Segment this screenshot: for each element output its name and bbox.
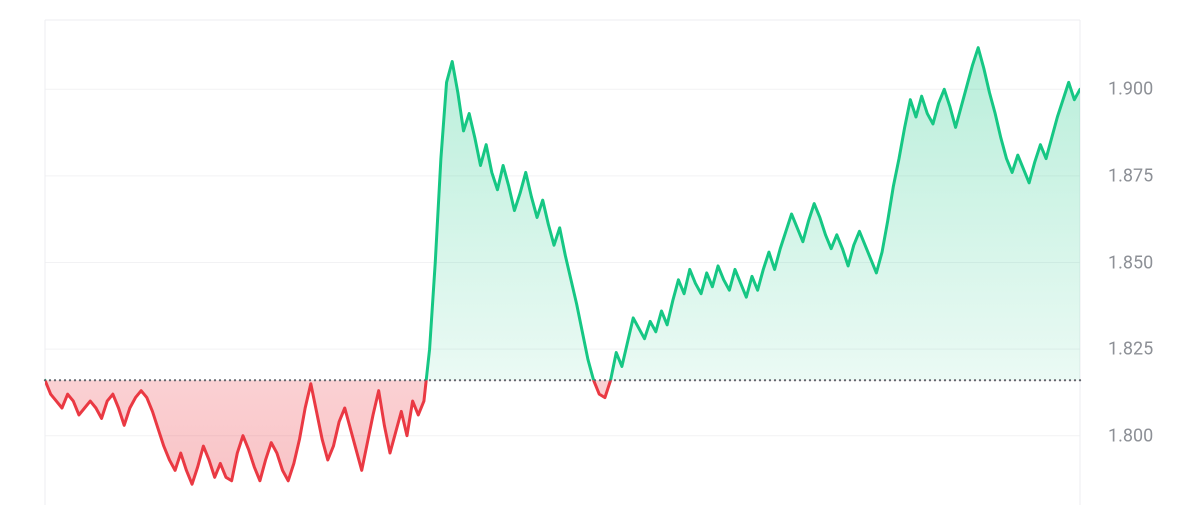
y-tick-label: 1.850 xyxy=(1108,252,1200,273)
price-chart: 1.800 1.825 1.850 1.875 1.900 xyxy=(0,0,1200,528)
y-tick-label: 1.825 xyxy=(1108,339,1200,360)
y-tick-label: 1.875 xyxy=(1108,165,1200,186)
chart-svg xyxy=(0,0,1200,528)
y-tick-label: 1.800 xyxy=(1108,425,1200,446)
y-tick-label: 1.900 xyxy=(1108,79,1200,100)
